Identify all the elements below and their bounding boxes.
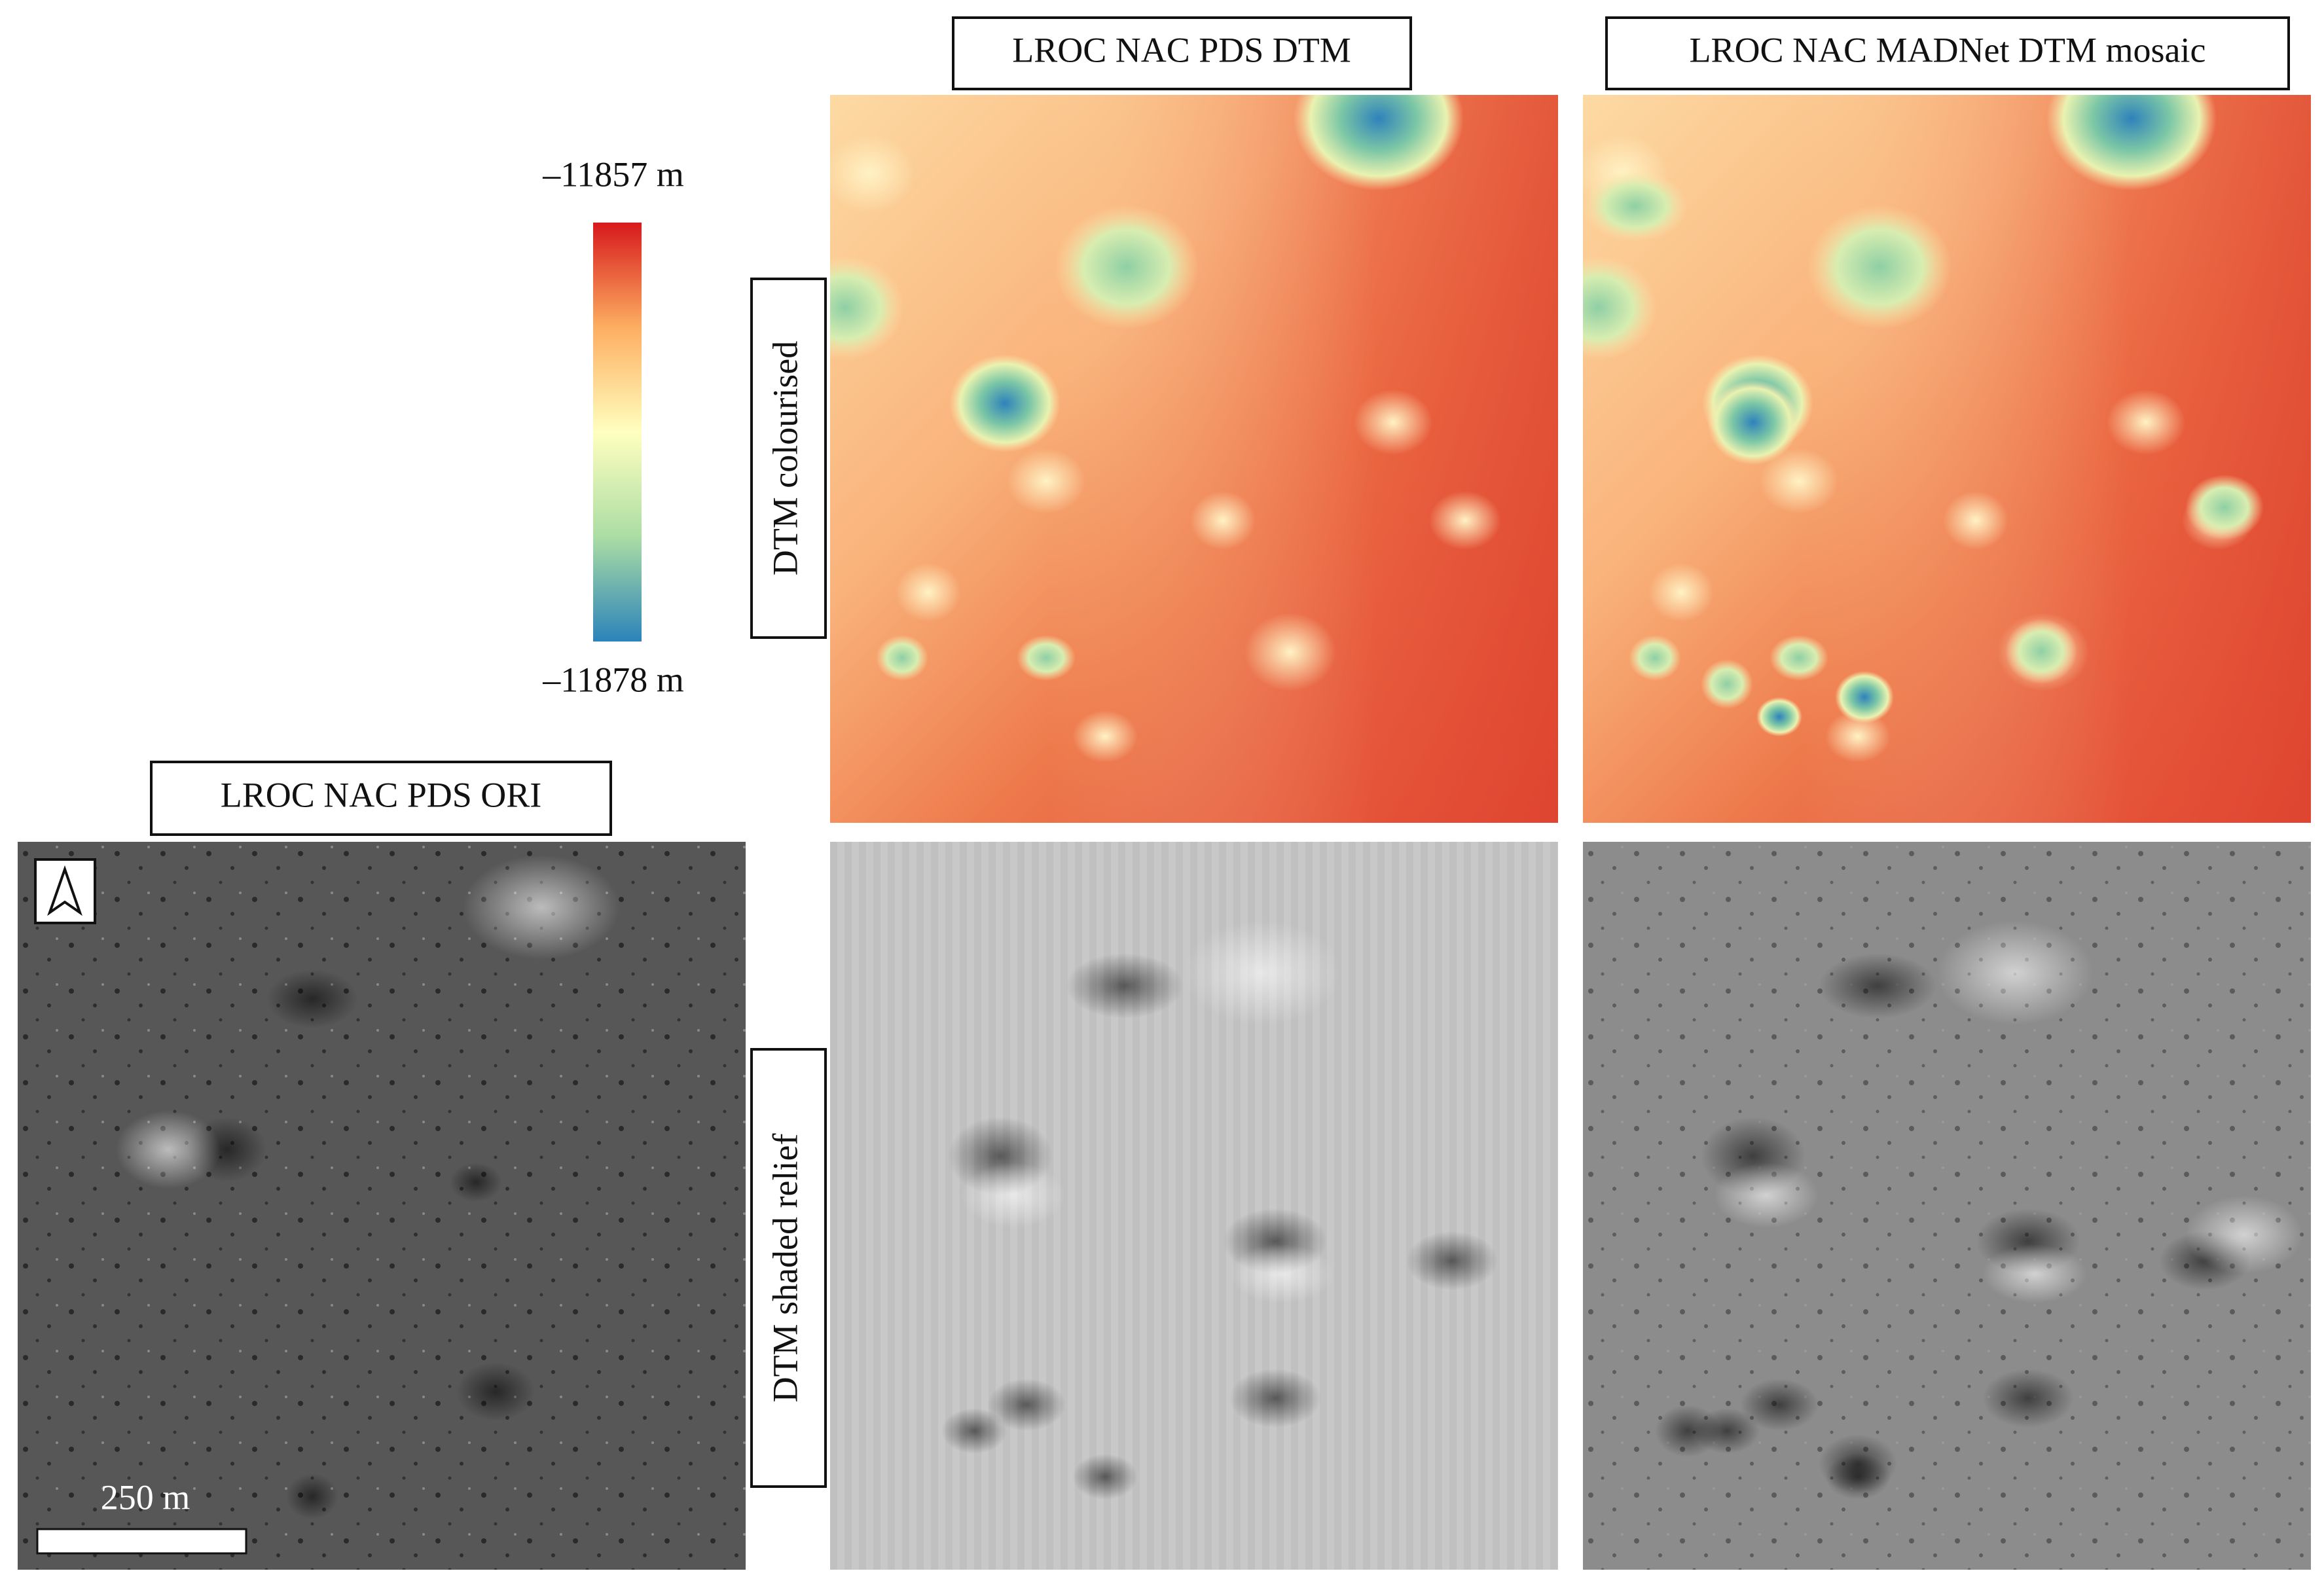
terrain-feature [116, 1110, 221, 1189]
terrain-feature [1583, 170, 1688, 242]
terrain-feature [1229, 1369, 1321, 1428]
terrain-feature [1244, 613, 1336, 691]
terrain-feature [1354, 389, 1432, 455]
terrain-feature [1190, 491, 1256, 550]
terrain-feature [2046, 95, 2217, 190]
scale-bar [36, 1528, 247, 1555]
terrain-feature [1701, 659, 1753, 709]
north-arrow [47, 865, 82, 916]
terrain-feature [1770, 635, 1828, 681]
terrain-feature [1825, 710, 1891, 763]
terrain-feature [896, 563, 961, 622]
terrain-feature [1982, 1244, 2087, 1303]
terrain-feature [1583, 255, 1657, 360]
terrain-feature [1055, 205, 1199, 329]
terrain-feature [1819, 1434, 1897, 1493]
terrain-feature [1740, 1379, 1819, 1431]
terrain-feature [1229, 1244, 1334, 1303]
terrain-feature [1714, 1163, 1819, 1228]
terrain-feature [266, 969, 358, 1028]
terrain-feature [450, 1163, 502, 1202]
terrain-feature [1072, 1454, 1138, 1500]
row-label-box [750, 1048, 827, 1488]
terrain-feature [1184, 920, 1341, 1025]
terrain-feature [2185, 1195, 2303, 1274]
madnet-dtm-shaded-relief [1583, 842, 2311, 1570]
scale-bar-label: 250 m [101, 1477, 191, 1517]
colorbar-min-label: –11878 m [542, 660, 684, 699]
terrain-feature [987, 1379, 1066, 1431]
terrain-feature [1429, 491, 1501, 550]
terrain-feature [286, 1473, 338, 1519]
terrain-feature [463, 855, 620, 960]
pds-dtm-shaded-relief [830, 842, 1558, 1570]
colorbar [593, 223, 642, 641]
terrain-feature [941, 1408, 1007, 1454]
terrain-feature [949, 354, 1061, 452]
terrain-feature [1007, 448, 1085, 514]
terrain-feature [876, 635, 928, 681]
terrain-feature [1707, 380, 1799, 465]
header-box [952, 16, 1412, 90]
terrain-feature [1756, 697, 1802, 736]
pds-dtm-colourised [830, 95, 1558, 823]
header-box [150, 761, 612, 836]
terrain-feature [1648, 563, 1714, 622]
column-header: LROC NAC MADNet DTM mosaic [1690, 30, 2206, 69]
header-box [1605, 16, 2290, 90]
terrain-feature [1294, 95, 1464, 190]
terrain-feature [1835, 671, 1894, 723]
terrain-feature [1936, 920, 2094, 1025]
ori-image [18, 842, 746, 1570]
terrain-feature [830, 134, 915, 213]
terrain-feature [1807, 205, 1952, 329]
terrain-feature [1406, 1231, 1498, 1290]
terrain-feature [2185, 475, 2264, 540]
terrain-feature [2005, 619, 2077, 684]
row-label: DTM colourised [765, 341, 805, 575]
terrain-feature [1760, 448, 1838, 514]
terrain-feature [1066, 953, 1184, 1019]
terrain-feature [1629, 635, 1681, 681]
column-header: LROC NAC PDS DTM [1012, 30, 1351, 69]
row-label-box [750, 278, 827, 639]
terrain-feature [2107, 389, 2185, 455]
terrain-feature [1017, 635, 1076, 681]
terrain-feature [830, 255, 904, 360]
row-label: DTM shaded relief [765, 1134, 805, 1403]
colorbar-max-label: –11857 m [542, 154, 684, 194]
terrain-feature [456, 1362, 535, 1421]
terrain-feature [1943, 491, 2008, 550]
terrain-feature [1655, 1405, 1720, 1457]
madnet-dtm-colourised [1583, 95, 2311, 823]
terrain-feature [1982, 1369, 2074, 1428]
column-header: LROC NAC PDS ORI [221, 775, 542, 814]
terrain-feature [1072, 710, 1138, 763]
terrain-feature [1819, 953, 1936, 1019]
terrain-feature [961, 1163, 1066, 1228]
